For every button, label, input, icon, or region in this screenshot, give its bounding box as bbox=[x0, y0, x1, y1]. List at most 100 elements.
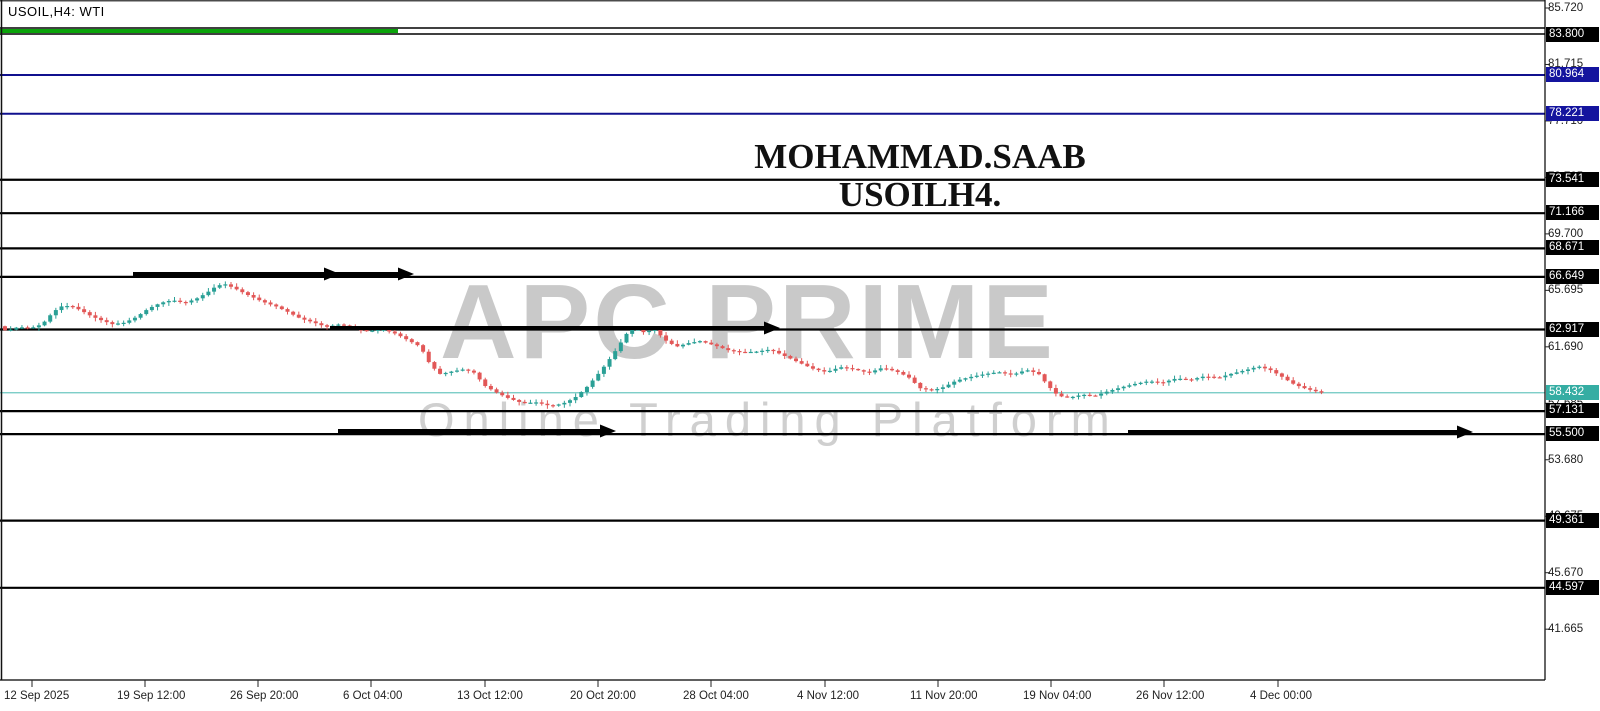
candle-body bbox=[935, 388, 940, 391]
candle-body bbox=[387, 329, 392, 332]
green-trend-segment[interactable] bbox=[0, 29, 398, 33]
trend-arrow-head-3[interactable] bbox=[600, 424, 616, 438]
candle-body bbox=[19, 327, 24, 329]
price-line-badge-44.597[interactable]: 44.597 bbox=[1546, 579, 1599, 595]
candle-body bbox=[183, 301, 188, 304]
candle-body bbox=[1065, 396, 1070, 398]
candle-body bbox=[731, 350, 736, 352]
trend-arrow-head-4[interactable] bbox=[1457, 425, 1473, 439]
candle-body bbox=[3, 326, 7, 331]
price-line-badge-73.541[interactable]: 73.541 bbox=[1546, 171, 1599, 187]
candle-body bbox=[867, 371, 872, 373]
candle-body bbox=[392, 331, 397, 334]
price-line-badge-55.500[interactable]: 55.500 bbox=[1546, 426, 1599, 442]
candle-body bbox=[217, 285, 222, 288]
candle-body bbox=[986, 373, 991, 375]
candle-body bbox=[1161, 382, 1166, 384]
price-line-badge-66.649[interactable]: 66.649 bbox=[1546, 268, 1599, 284]
candle-body bbox=[539, 402, 544, 404]
candle-body bbox=[144, 310, 149, 315]
candle-body bbox=[212, 287, 217, 292]
trend-arrow-head-1[interactable] bbox=[398, 267, 414, 281]
candle-body bbox=[613, 351, 618, 360]
candle-body bbox=[1025, 370, 1030, 372]
candle-body bbox=[805, 363, 810, 367]
price-line-badge-80.964[interactable]: 80.964 bbox=[1546, 67, 1599, 83]
price-line-badge-49.361[interactable]: 49.361 bbox=[1546, 512, 1599, 528]
candle-body bbox=[1036, 371, 1041, 375]
candle-body bbox=[703, 341, 708, 343]
candle-body bbox=[70, 306, 75, 308]
candle-body bbox=[274, 304, 279, 307]
candle-body bbox=[132, 317, 137, 321]
candle-body bbox=[1291, 380, 1296, 384]
candle-body bbox=[1121, 386, 1126, 389]
candle-body bbox=[1183, 378, 1188, 380]
candle-body bbox=[206, 291, 211, 296]
candle-body bbox=[1195, 378, 1200, 380]
candle-body bbox=[573, 397, 578, 401]
candle-body bbox=[737, 351, 742, 353]
price-tick-label: 69.700 bbox=[1548, 227, 1584, 240]
candle-body bbox=[534, 402, 539, 404]
candle-body bbox=[466, 369, 471, 371]
candle-body bbox=[681, 344, 685, 347]
candle-body bbox=[760, 350, 765, 352]
candle-body bbox=[980, 374, 985, 376]
candle-body bbox=[1212, 376, 1217, 378]
price-line-badge-68.671[interactable]: 68.671 bbox=[1546, 240, 1599, 256]
candle-body bbox=[438, 368, 443, 374]
candle-body bbox=[1206, 376, 1211, 378]
price-line-badge-62.917[interactable]: 62.917 bbox=[1546, 321, 1599, 337]
price-line-badge-78.221[interactable]: 78.221 bbox=[1546, 105, 1599, 121]
candle-body bbox=[1133, 383, 1137, 386]
candle-body bbox=[861, 370, 866, 372]
candle-body bbox=[551, 405, 556, 407]
price-line-badge-83.800[interactable]: 83.800 bbox=[1546, 27, 1599, 42]
candle-body bbox=[584, 386, 589, 393]
candle-body bbox=[443, 372, 448, 375]
candle-body bbox=[76, 306, 81, 310]
candle-body bbox=[844, 367, 849, 369]
candle-body bbox=[624, 333, 629, 343]
candle-body bbox=[42, 321, 47, 326]
date-tick-label: 19 Nov 04:00 bbox=[1023, 690, 1092, 702]
candle-body bbox=[178, 300, 183, 302]
candle-body bbox=[709, 342, 714, 345]
candle-body bbox=[528, 402, 533, 404]
candle-body bbox=[1099, 393, 1104, 396]
candle-body bbox=[901, 371, 906, 375]
candle-body bbox=[223, 284, 228, 286]
candle-body bbox=[946, 384, 951, 388]
candle-body bbox=[1257, 366, 1262, 368]
candle-body bbox=[1223, 375, 1228, 378]
watermark-brand: APC PRIME bbox=[440, 263, 1056, 381]
date-tick-label: 26 Sep 20:00 bbox=[230, 690, 299, 702]
candle-body bbox=[116, 323, 120, 325]
candle-body bbox=[957, 379, 962, 382]
current-price-badge[interactable]: 58.432 bbox=[1546, 384, 1599, 400]
candle-body bbox=[929, 389, 934, 391]
candle-body bbox=[302, 317, 307, 320]
trend-arrow-head-2[interactable] bbox=[764, 321, 780, 335]
candle-body bbox=[166, 300, 171, 303]
candle-body bbox=[25, 327, 30, 329]
candle-body bbox=[1268, 368, 1273, 371]
candle-body bbox=[720, 346, 725, 349]
candle-body bbox=[99, 317, 104, 321]
candle-body bbox=[963, 378, 968, 380]
candle-body bbox=[31, 327, 36, 329]
candle-body bbox=[664, 335, 669, 341]
candle-body bbox=[500, 392, 505, 396]
candle-body bbox=[1302, 386, 1307, 389]
candle-body bbox=[856, 368, 861, 371]
candle-body bbox=[827, 370, 832, 373]
price-line-badge-57.131[interactable]: 57.131 bbox=[1546, 403, 1599, 419]
candle-body bbox=[59, 306, 64, 311]
candle-body bbox=[726, 348, 731, 351]
price-line-badge-71.166[interactable]: 71.166 bbox=[1546, 205, 1599, 221]
candle-body bbox=[460, 369, 465, 371]
candle-body bbox=[155, 304, 160, 307]
candle-body bbox=[138, 314, 143, 318]
